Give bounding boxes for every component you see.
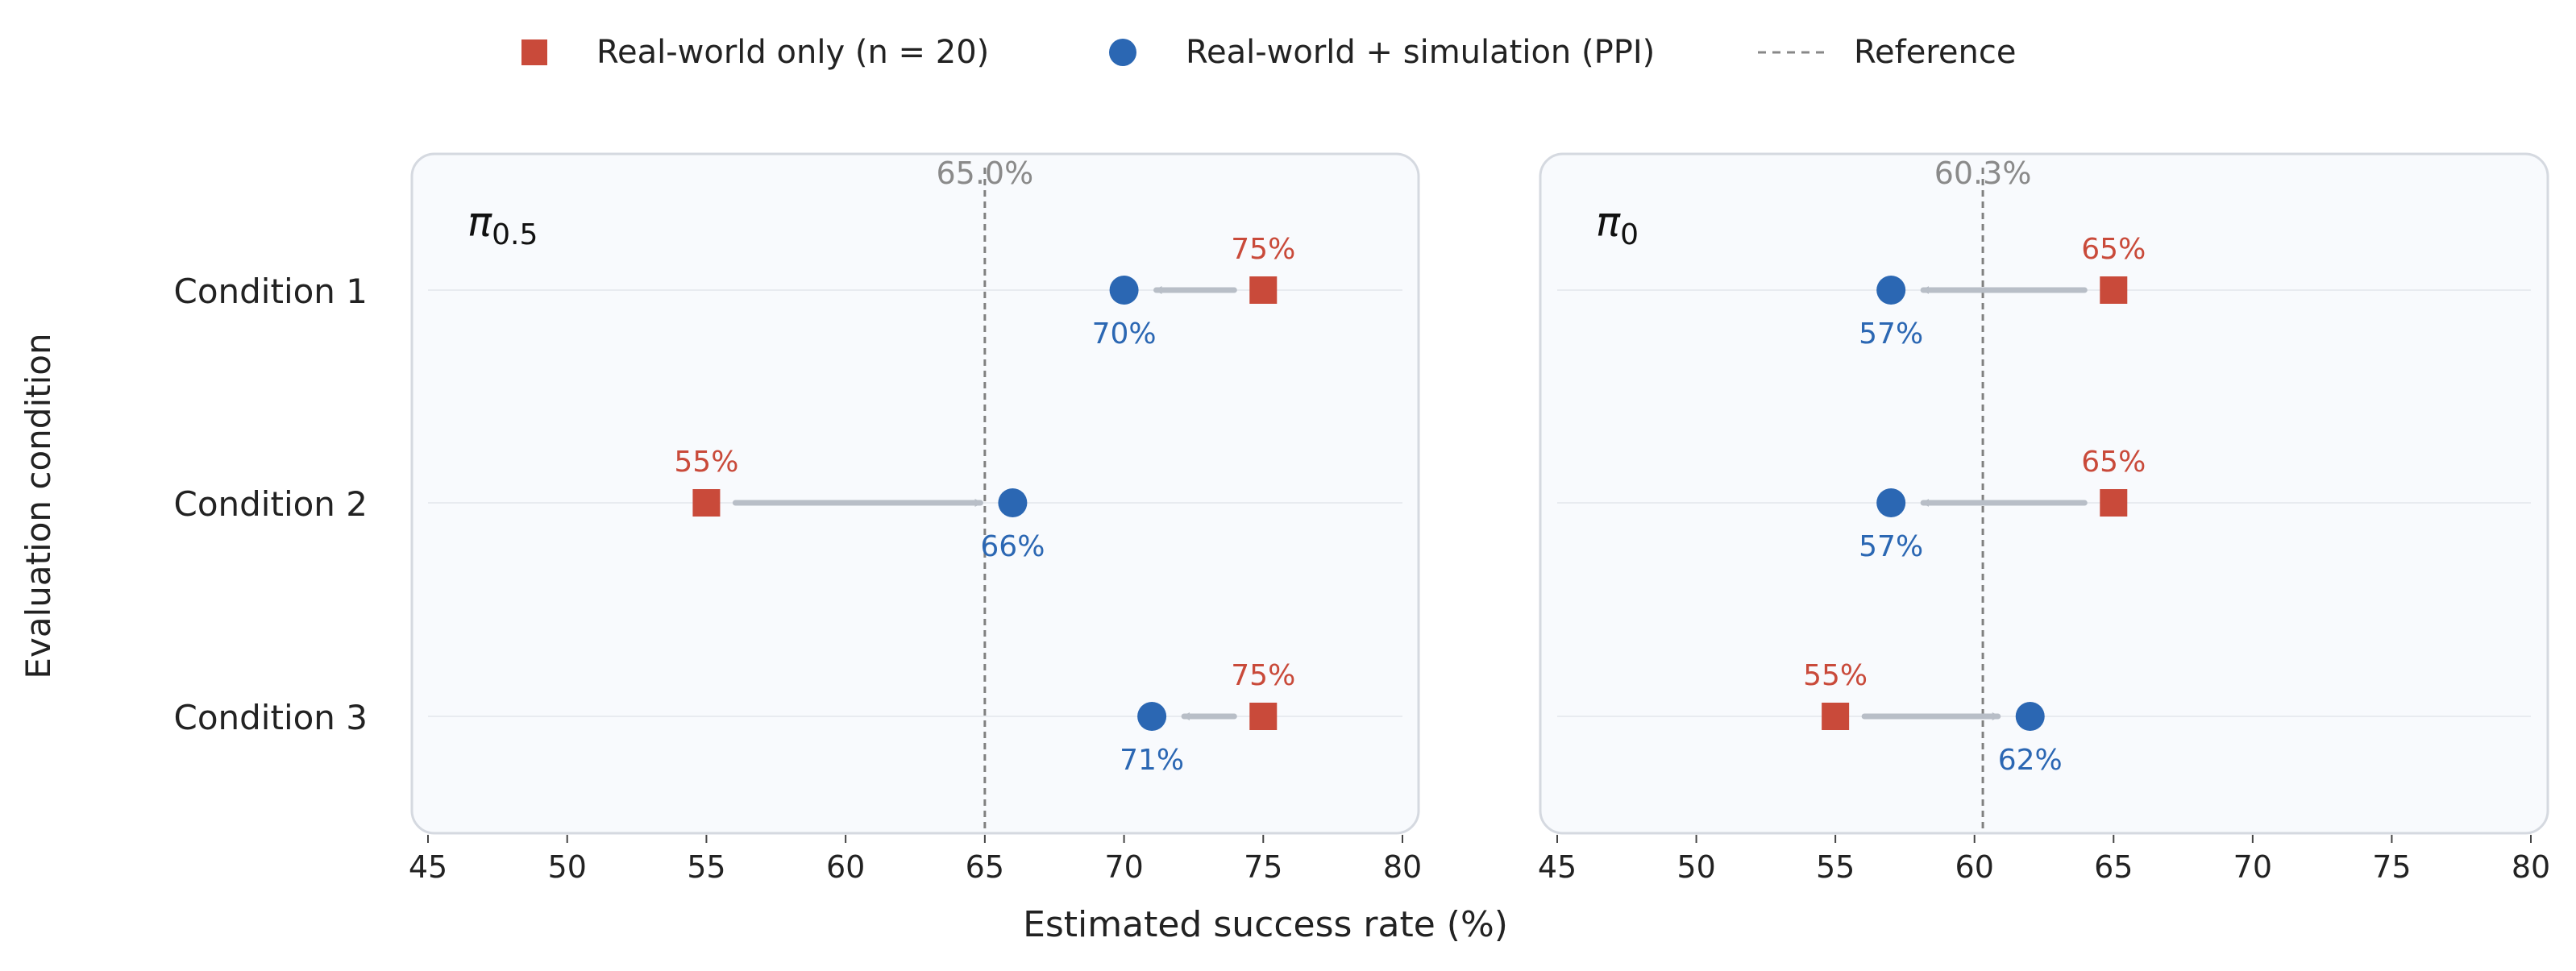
x-tick-label: 45 (1538, 849, 1577, 885)
legend-label-ppi: Real-world + simulation (PPI) (1186, 34, 1655, 71)
panel-background (1539, 152, 2549, 835)
ppi-point (2015, 702, 2045, 731)
real-world-label: 55% (674, 446, 738, 479)
x-tick-label: 75 (1244, 849, 1282, 885)
legend-label-real: Real-world only (n = 20) (596, 34, 989, 71)
x-tick-label: 55 (1816, 849, 1855, 885)
panel-background (410, 152, 1420, 835)
category-label: Condition 3 (174, 698, 368, 737)
ppi-point (1137, 702, 1167, 731)
ppi-label: 57% (1859, 530, 1923, 563)
panel-title-base: π (1596, 199, 1621, 246)
ppi-label: 57% (1859, 317, 1923, 351)
real-world-label: 75% (1231, 233, 1295, 266)
real-world-point (1822, 703, 1850, 730)
x-tick-label: 45 (409, 849, 447, 885)
ppi-point (1109, 276, 1139, 305)
ppi-label: 70% (1092, 317, 1157, 351)
panel-title: π0 (1596, 199, 1639, 251)
ppi-label: 66% (980, 530, 1045, 563)
panel-marks: 60.3% 45 50 55 60 65 70 75 80 65% 57% 65% 57% 55% 62% (1538, 156, 2550, 885)
panel-title-subscript: 0 (1620, 218, 1639, 251)
x-tick-label: 75 (2372, 849, 2411, 885)
legend: Real-world only (n = 20) Real-world + si… (521, 34, 2016, 71)
real-world-point (2100, 489, 2128, 517)
panel-pi-0: π0 60.3%45 50 55 60 65 70 75 8065%57%65%57%55%6… (1538, 152, 2550, 885)
x-tick-label: 60 (1955, 849, 1994, 885)
real-world-point (692, 489, 721, 517)
ppi-point (998, 488, 1028, 517)
ppi-label: 62% (1998, 744, 2063, 777)
x-tick-label: 65 (966, 849, 1004, 885)
category-labels: Condition 1 Condition 2 Condition 3 (174, 272, 368, 737)
category-label: Condition 1 (174, 272, 368, 311)
x-tick-label: 50 (1676, 849, 1715, 885)
panel-title-base: π (467, 199, 492, 246)
category-label: Condition 2 (174, 484, 368, 524)
x-tick-label: 80 (1383, 849, 1422, 885)
legend-marker-real (521, 39, 547, 65)
ppi-label: 71% (1120, 744, 1184, 777)
real-world-label: 65% (2081, 233, 2146, 266)
x-axis-label: Estimated success rate (%) (1023, 904, 1508, 945)
panel-title: π0.5 (467, 199, 538, 251)
y-axis-label: Evaluation condition (19, 333, 58, 678)
x-tick-label: 80 (2512, 849, 2550, 885)
panel-pi-0-5: π0.5 65.0% 45 50 55 60 65 70 75 80 75% 70% 55% 66% 75… (409, 152, 1422, 885)
reference-label: 65.0% (936, 156, 1033, 191)
x-tick-label: 65 (2094, 849, 2133, 885)
real-world-point (2100, 276, 2128, 304)
panel-marks: 65.0% 45 50 55 60 65 70 75 80 75% 70% 55% 66% 75% 71% (409, 156, 1422, 885)
ppi-point (1876, 488, 1906, 517)
real-world-point (1249, 703, 1278, 730)
x-tick-label: 55 (687, 849, 725, 885)
x-tick-label: 70 (1104, 849, 1143, 885)
real-world-label: 55% (1803, 659, 1868, 692)
reference-label: 60.3% (1934, 156, 2032, 191)
panel-title-subscript: 0.5 (492, 218, 538, 251)
real-world-point (1249, 276, 1278, 304)
legend-marker-ppi (1109, 39, 1136, 66)
real-world-label: 75% (1231, 659, 1295, 692)
x-tick-label: 50 (548, 849, 587, 885)
x-tick-label: 70 (2233, 849, 2272, 885)
x-tick-label: 60 (826, 849, 865, 885)
real-world-label: 65% (2081, 446, 2146, 479)
ppi-point (1876, 276, 1906, 305)
legend-label-reference: Reference (1854, 34, 2016, 71)
